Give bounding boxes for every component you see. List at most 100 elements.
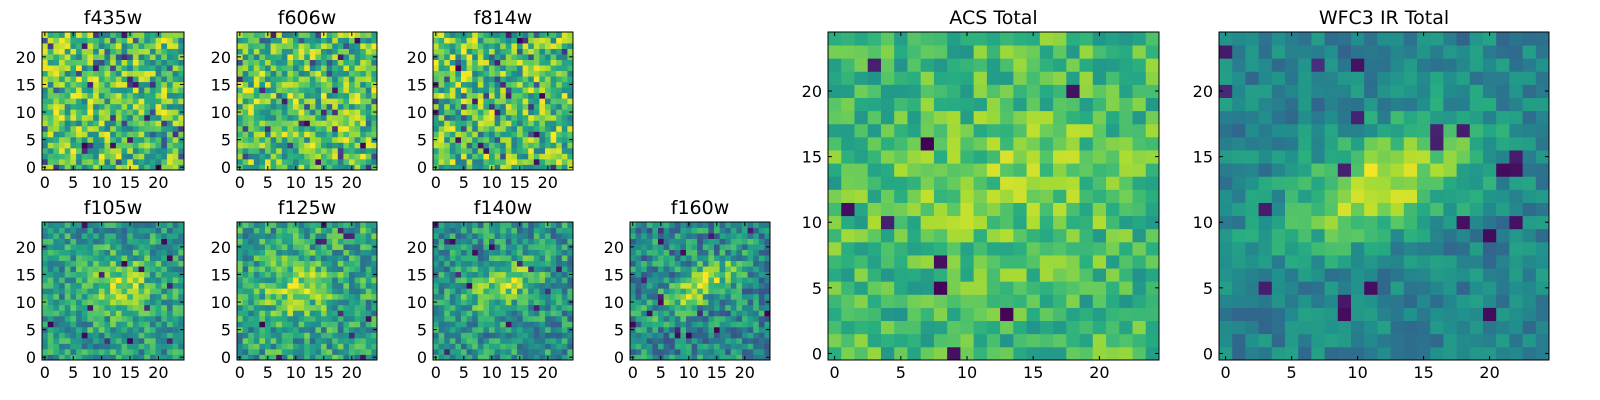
heatmap-cell — [630, 233, 636, 239]
heatmap-cell — [449, 103, 456, 110]
heatmap-cell — [242, 87, 249, 94]
heatmap-cell — [635, 343, 642, 350]
heatmap-cell — [1039, 163, 1054, 177]
heatmap-cell — [444, 32, 451, 38]
heatmap-cell — [64, 153, 71, 160]
heatmap-cell — [466, 37, 473, 44]
heatmap-cell — [172, 288, 179, 295]
heatmap-cell — [1053, 176, 1067, 190]
heatmap-cell — [567, 249, 574, 256]
heatmap-cell — [494, 54, 501, 60]
heatmap-cell — [365, 348, 372, 355]
heatmap-cell — [70, 233, 77, 239]
heatmap-cell — [248, 103, 255, 110]
heatmap-cell — [259, 125, 266, 132]
heatmap-cell — [304, 59, 311, 66]
heatmap-cell — [517, 142, 523, 149]
heatmap-cell — [894, 268, 908, 282]
heatmap-cell — [253, 142, 260, 149]
heatmap-cell — [315, 222, 322, 228]
heatmap-cell — [326, 326, 333, 333]
heatmap-cell — [489, 282, 495, 289]
heatmap-cell — [494, 120, 501, 127]
heatmap-cell — [110, 59, 117, 66]
heatmap-cell — [461, 125, 467, 132]
heatmap-cell — [511, 271, 518, 278]
heatmap-cell — [343, 332, 350, 339]
heatmap-cell — [444, 348, 451, 355]
heatmap-cell — [433, 238, 439, 245]
heatmap-cell — [132, 354, 139, 361]
heatmap-cell — [477, 315, 484, 322]
heatmap-cell — [144, 233, 151, 239]
heatmap-cell — [132, 304, 139, 311]
heatmap-cell — [172, 282, 179, 289]
heatmap-cell — [309, 244, 316, 250]
heatmap-cell — [242, 54, 249, 60]
heatmap-cell — [309, 136, 316, 143]
heatmap-cell — [237, 277, 243, 284]
heatmap-cell — [155, 288, 162, 295]
heatmap-cell — [354, 310, 361, 317]
heatmap-cell — [517, 238, 523, 245]
heatmap-cell — [343, 277, 350, 284]
heatmap-cell — [461, 277, 467, 284]
heatmap-cell — [287, 32, 294, 38]
heatmap-cell — [287, 87, 294, 94]
heatmap-cell — [248, 120, 255, 127]
heatmap-cell — [433, 114, 439, 121]
heatmap-cell — [753, 326, 760, 333]
heatmap-cell — [1000, 228, 1014, 243]
heatmap-cell — [253, 354, 260, 361]
heatmap-cell — [477, 249, 484, 256]
heatmap-cell — [360, 266, 367, 273]
heatmap-cell — [747, 354, 754, 361]
heatmap-cell — [894, 294, 908, 308]
heatmap-cell — [59, 227, 66, 234]
heatmap-cell — [287, 354, 294, 361]
heatmap-cell — [155, 326, 162, 333]
heatmap-cell — [93, 299, 100, 306]
heatmap-cells — [42, 32, 185, 171]
heatmap-cell — [567, 70, 574, 77]
heatmap-cell — [76, 37, 83, 44]
heatmap-cell — [986, 346, 1001, 361]
heatmap-cell — [466, 114, 473, 121]
heatmap-cell — [702, 354, 709, 361]
heatmap-cell — [449, 227, 456, 234]
heatmap-cell — [973, 255, 988, 269]
heatmap-cell — [298, 131, 305, 138]
heatmap-cell — [337, 310, 344, 317]
heatmap-cell — [438, 277, 445, 284]
heatmap-cell — [253, 304, 260, 311]
heatmap-cell — [259, 222, 266, 228]
heatmap-cell — [736, 255, 743, 262]
heatmap-cell — [315, 81, 322, 88]
heatmap-cell — [298, 321, 305, 328]
heatmap-cell — [635, 249, 642, 256]
heatmap-cell — [1106, 176, 1120, 190]
heatmap-cell — [87, 142, 94, 149]
heatmap-cell — [433, 120, 439, 127]
heatmap-cell — [70, 227, 77, 234]
heatmap-cell — [1000, 215, 1014, 230]
heatmap-cell — [110, 48, 117, 55]
heatmap-cell — [1132, 215, 1147, 230]
heatmap-cell — [81, 288, 88, 295]
heatmap-cell — [556, 244, 563, 250]
heatmap-cell — [253, 326, 260, 333]
heatmap-cell — [1092, 241, 1107, 256]
heatmap-cell — [567, 343, 574, 350]
heatmap-cell — [281, 153, 288, 160]
heatmap-cell — [298, 54, 305, 60]
heatmap-cell — [265, 131, 271, 138]
heatmap-cell — [854, 281, 869, 295]
heatmap-cell — [867, 215, 882, 230]
heatmap-cell — [87, 255, 94, 262]
heatmap-cell — [332, 321, 339, 328]
heatmap-cell — [1145, 320, 1160, 335]
heatmap-cell — [53, 343, 60, 350]
heatmap-cell — [115, 125, 122, 132]
heatmap-cell — [561, 282, 568, 289]
heatmap-cell — [867, 255, 882, 269]
